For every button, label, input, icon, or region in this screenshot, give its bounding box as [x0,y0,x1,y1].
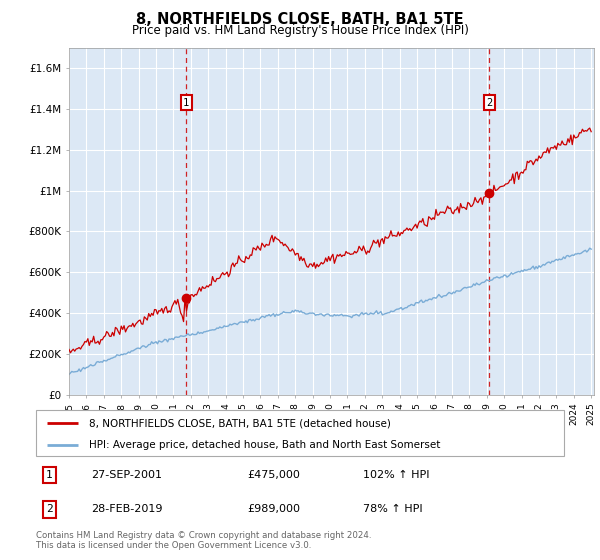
Text: 1: 1 [46,470,53,480]
Text: 28-FEB-2019: 28-FEB-2019 [91,505,163,515]
Text: 102% ↑ HPI: 102% ↑ HPI [364,470,430,480]
Text: 8, NORTHFIELDS CLOSE, BATH, BA1 5TE (detached house): 8, NORTHFIELDS CLOSE, BATH, BA1 5TE (det… [89,418,391,428]
Text: 1: 1 [183,98,190,108]
Text: 2: 2 [487,98,493,108]
Text: 2: 2 [46,505,53,515]
Text: 27-SEP-2001: 27-SEP-2001 [91,470,163,480]
FancyBboxPatch shape [36,410,564,456]
Text: 78% ↑ HPI: 78% ↑ HPI [364,505,423,515]
Text: £989,000: £989,000 [247,505,300,515]
Text: HPI: Average price, detached house, Bath and North East Somerset: HPI: Average price, detached house, Bath… [89,440,440,450]
Text: Contains HM Land Registry data © Crown copyright and database right 2024.
This d: Contains HM Land Registry data © Crown c… [36,531,371,550]
Text: 8, NORTHFIELDS CLOSE, BATH, BA1 5TE: 8, NORTHFIELDS CLOSE, BATH, BA1 5TE [136,12,464,27]
Text: Price paid vs. HM Land Registry's House Price Index (HPI): Price paid vs. HM Land Registry's House … [131,24,469,36]
Text: £475,000: £475,000 [247,470,300,480]
